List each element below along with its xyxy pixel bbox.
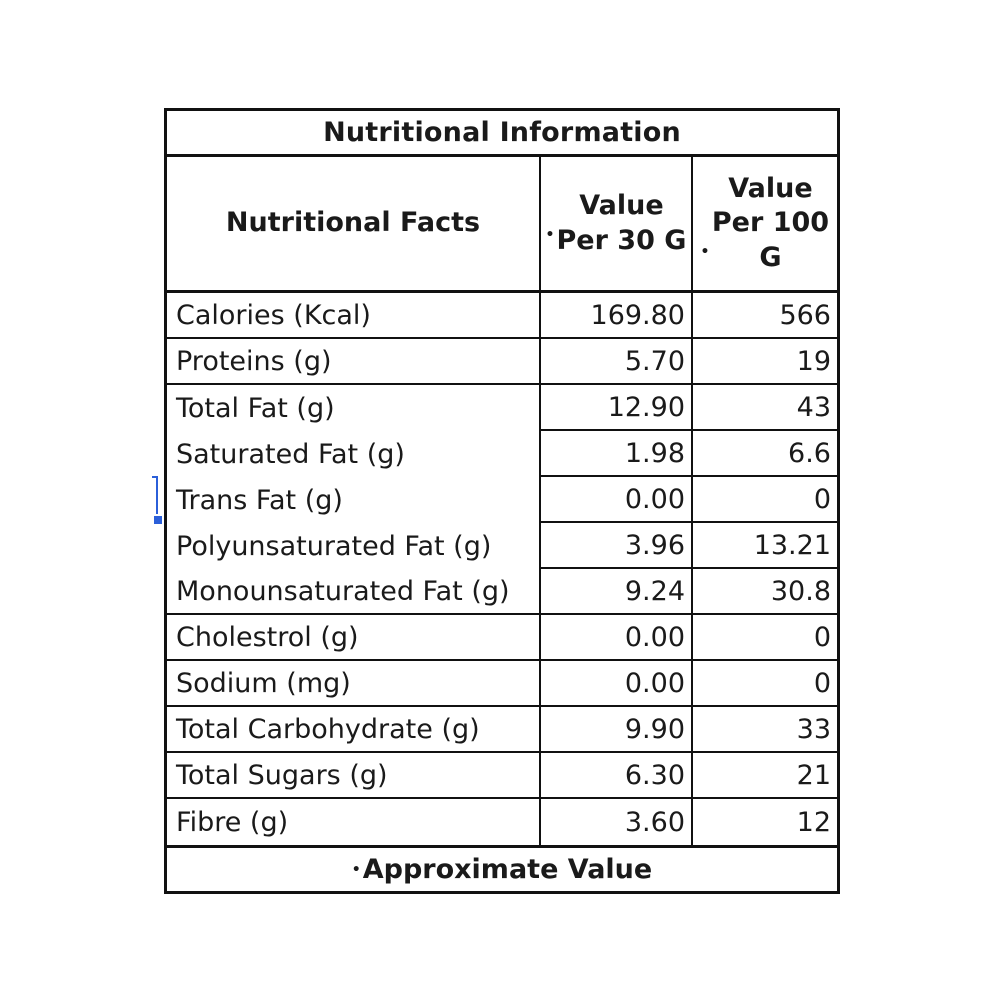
value-per-100g: 33 (691, 707, 837, 751)
nutrient-name: Trans Fat (g) (176, 484, 343, 516)
value-per-30g: 6.30 (539, 753, 691, 797)
value-per-30g: 0.00 (539, 615, 691, 659)
value-per-30g: 1.98 (539, 431, 691, 477)
nutrient-name: Monounsaturated Fat (g) (176, 575, 510, 607)
nutrient-name: Fibre (g) (176, 806, 289, 838)
table-row: Total Fat (g) 12.90 43 (167, 385, 837, 431)
value-per-30g: 169.80 (539, 293, 691, 337)
value-per-30g: 12.90 (539, 385, 691, 431)
value-per-30g: 9.90 (539, 707, 691, 751)
value-per-30g: 0.00 (539, 661, 691, 705)
value-per-30g: 5.70 (539, 339, 691, 383)
nutrition-table: Nutritional Information Nutritional Fact… (164, 108, 840, 894)
header-value-per-30g-label: Value Per 30 G (556, 189, 687, 256)
header-nutritional-facts: Nutritional Facts (225, 207, 481, 239)
approx-marker: • (700, 243, 710, 260)
header-value-per-30g: •Value Per 30 G (539, 157, 691, 290)
value-per-30g: 3.60 (539, 799, 691, 845)
nutrient-name: Proteins (g) (176, 345, 332, 377)
value-per-100g: 19 (691, 339, 837, 383)
table-row: Cholestrol (g) 0.00 0 (167, 615, 837, 661)
table-row: Saturated Fat (g) 1.98 6.6 (167, 431, 837, 477)
header-value-per-100g-label: Value Per 100 G (711, 172, 830, 273)
nutrient-name: Total Carbohydrate (g) (176, 713, 480, 745)
nutrient-name: Calories (Kcal) (176, 299, 371, 331)
value-per-100g: 0 (691, 661, 837, 705)
value-per-100g: 30.8 (691, 569, 837, 613)
nutrient-name: Cholestrol (g) (176, 621, 359, 653)
table-row: Proteins (g) 5.70 19 (167, 339, 837, 385)
nutrient-name: Total Fat (g) (176, 392, 335, 424)
table-row: Total Sugars (g) 6.30 21 (167, 753, 837, 799)
table-body: Calories (Kcal) 169.80 566 Proteins (g) 5.70… (167, 293, 837, 845)
value-per-100g: 0 (691, 615, 837, 659)
table-footer: • Approximate Value (167, 845, 837, 891)
table-title: Nutritional Information (167, 111, 837, 157)
nutrient-name: Total Sugars (g) (176, 759, 388, 791)
value-per-100g: 21 (691, 753, 837, 797)
table-row: Monounsaturated Fat (g) 9.24 30.8 (167, 569, 837, 615)
footer-note: Approximate Value (362, 854, 653, 885)
fill-handle[interactable] (154, 516, 162, 524)
value-per-100g: 0 (691, 477, 837, 523)
value-per-100g: 13.21 (691, 523, 837, 569)
value-per-30g: 0.00 (539, 477, 691, 523)
value-per-100g: 6.6 (691, 431, 837, 477)
table-header-row: Nutritional Facts •Value Per 30 G •Value… (167, 157, 837, 293)
value-per-30g: 9.24 (539, 569, 691, 613)
table-row: Trans Fat (g) 0.00 0 (167, 477, 837, 523)
approx-marker: • (351, 861, 361, 878)
table-row: Fibre (g) 3.60 12 (167, 799, 837, 845)
nutrient-name: Saturated Fat (g) (176, 438, 405, 470)
table-row: Polyunsaturated Fat (g) 3.96 13.21 (167, 523, 837, 569)
header-value-per-100g: •Value Per 100 G (691, 157, 837, 290)
table-row: Total Carbohydrate (g) 9.90 33 (167, 707, 837, 753)
nutrient-name: Sodium (mg) (176, 667, 351, 699)
approx-marker: • (545, 226, 555, 243)
value-per-100g: 12 (691, 799, 837, 845)
value-per-100g: 43 (691, 385, 837, 431)
value-per-100g: 566 (691, 293, 837, 337)
table-row: Calories (Kcal) 169.80 566 (167, 293, 837, 339)
nutrient-name: Polyunsaturated Fat (g) (176, 530, 492, 562)
value-per-30g: 3.96 (539, 523, 691, 569)
cell-selection-handle[interactable] (152, 476, 162, 524)
table-row: Sodium (mg) 0.00 0 (167, 661, 837, 707)
